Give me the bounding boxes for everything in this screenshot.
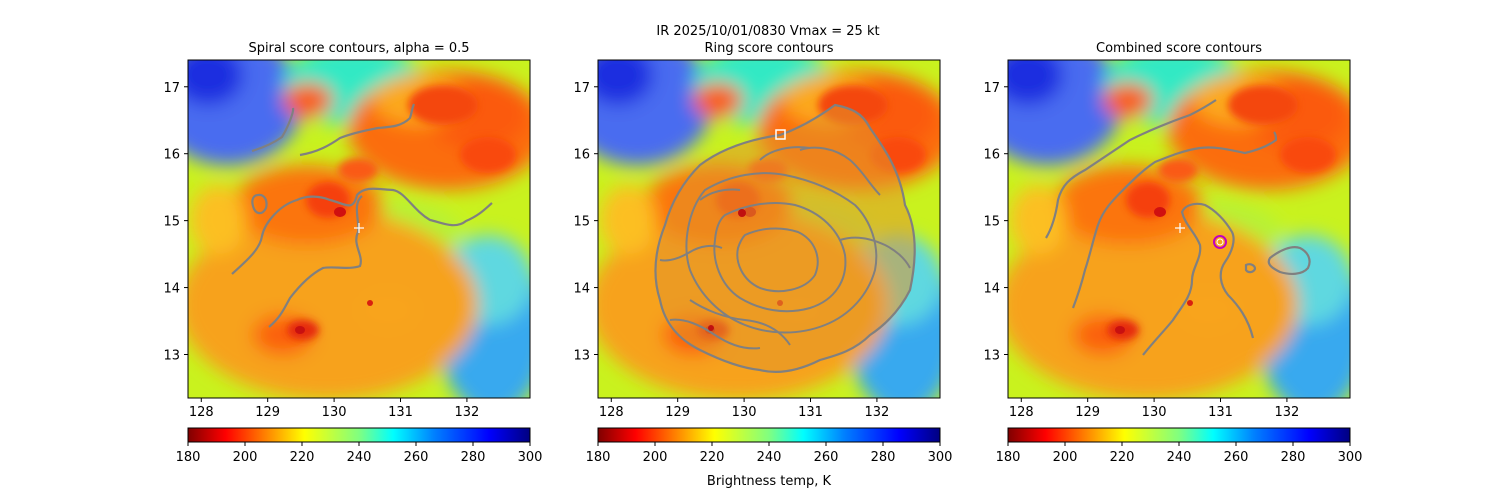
colorbar: [597, 427, 941, 443]
spiral-contours: [231, 103, 493, 328]
panel-title: Spiral score contours, alpha = 0.5: [248, 41, 469, 56]
colorbar-tick-label: 300: [1338, 450, 1363, 465]
y-tick-label: 13: [573, 348, 590, 363]
y-tick-label: 15: [983, 215, 1000, 230]
y-tick-label: 14: [163, 282, 180, 297]
colorbar-tick-label: 200: [233, 450, 258, 465]
axes-frame: [1007, 59, 1351, 399]
x-tick-label: 131: [1208, 405, 1233, 420]
x-tick-label: 128: [1009, 405, 1034, 420]
colorbar-ticks: 180 200 220 240 260 280 300: [176, 442, 543, 465]
combined-max-marker: [1213, 235, 1227, 249]
colorbar-tick-label: 220: [290, 450, 315, 465]
y-tick-label: 17: [983, 81, 1000, 96]
colorbar-ticks: 180 200 220 240 260 280 300: [996, 442, 1363, 465]
y-tick-label: 13: [983, 348, 1000, 363]
y-axis: 13 14 15 16 17: [163, 81, 188, 363]
x-axis: 128 129 130 131 132: [1009, 398, 1299, 420]
ir-image: [973, 35, 1368, 415]
colorbar-tick-label: 240: [757, 450, 782, 465]
ir-image: [153, 35, 548, 415]
combined-max-marker-inner: [1216, 238, 1224, 246]
y-tick-label: 13: [163, 348, 180, 363]
colorbar-tick-label: 300: [518, 450, 543, 465]
x-tick-label: 130: [322, 405, 347, 420]
colorbar: [187, 427, 531, 443]
panel-title: Ring score contours: [704, 41, 833, 56]
axes-frame: [597, 59, 941, 399]
colorbar-tick-label: 280: [1281, 450, 1306, 465]
x-tick-label: 131: [798, 405, 823, 420]
x-tick-label: 131: [388, 405, 413, 420]
center-marker: [354, 223, 364, 233]
y-tick-label: 14: [573, 282, 590, 297]
x-tick-label: 128: [189, 405, 214, 420]
y-tick-label: 17: [163, 81, 180, 96]
colorbar-tick-label: 180: [586, 450, 611, 465]
x-axis: 128 129 130 131 132: [189, 398, 479, 420]
colorbar-tick-label: 260: [814, 450, 839, 465]
x-tick-label: 132: [864, 405, 889, 420]
y-tick-label: 16: [573, 148, 590, 163]
x-axis: 128 129 130 131 132: [599, 398, 889, 420]
y-axis: 13 14 15 16 17: [573, 81, 598, 363]
ring-max-marker: [775, 129, 786, 140]
colorbar-tick-label: 220: [700, 450, 725, 465]
colorbar-label: Brightness temp, K: [707, 474, 832, 489]
x-tick-label: 129: [255, 405, 280, 420]
x-tick-label: 130: [1142, 405, 1167, 420]
panel-ring: Ring score contours 13 14 15 16 17: [573, 41, 953, 489]
combined-contours: [1045, 99, 1311, 356]
colorbar-tick-label: 300: [928, 450, 953, 465]
y-tick-label: 16: [163, 148, 180, 163]
y-axis: 13 14 15 16 17: [983, 81, 1008, 363]
y-tick-label: 14: [983, 282, 1000, 297]
x-tick-label: 129: [1075, 405, 1100, 420]
y-tick-label: 15: [163, 215, 180, 230]
colorbar-tick-label: 280: [461, 450, 486, 465]
x-tick-label: 129: [665, 405, 690, 420]
y-tick-label: 15: [573, 215, 590, 230]
x-tick-label: 130: [732, 405, 757, 420]
center-marker: [1175, 223, 1185, 233]
colorbar-tick-label: 220: [1110, 450, 1135, 465]
x-tick-label: 128: [599, 405, 624, 420]
colorbar: [1007, 427, 1351, 443]
colorbar-tick-label: 260: [404, 450, 429, 465]
colorbar-tick-label: 280: [871, 450, 896, 465]
colorbar-ticks: 180 200 220 240 260 280 300: [586, 442, 953, 465]
y-tick-label: 17: [573, 81, 590, 96]
x-tick-label: 132: [1274, 405, 1299, 420]
panel-title: Combined score contours: [1096, 41, 1262, 56]
colorbar-tick-label: 260: [1224, 450, 1249, 465]
colorbar-tick-label: 240: [1167, 450, 1192, 465]
axes-frame: [187, 59, 531, 399]
y-tick-label: 16: [983, 148, 1000, 163]
colorbar-tick-label: 240: [347, 450, 372, 465]
colorbar-tick-label: 200: [1053, 450, 1078, 465]
colorbar-tick-label: 180: [996, 450, 1021, 465]
panel-spiral: Spiral score contours, alpha = 0.5 13141…: [153, 35, 548, 465]
ring-contours: [654, 103, 916, 374]
colorbar-tick-label: 200: [643, 450, 668, 465]
figure-suptitle: IR 2025/10/01/0830 Vmax = 25 kt: [656, 24, 879, 39]
x-tick-label: 132: [454, 405, 479, 420]
colorbar-tick-label: 180: [176, 450, 201, 465]
